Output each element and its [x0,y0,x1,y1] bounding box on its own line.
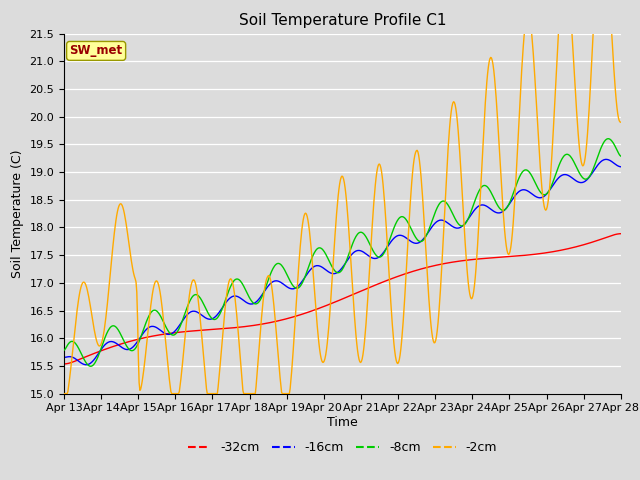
Text: SW_met: SW_met [70,44,123,58]
Y-axis label: Soil Temperature (C): Soil Temperature (C) [11,149,24,278]
Legend: -32cm, -16cm, -8cm, -2cm: -32cm, -16cm, -8cm, -2cm [182,436,502,459]
X-axis label: Time: Time [327,416,358,429]
Title: Soil Temperature Profile C1: Soil Temperature Profile C1 [239,13,446,28]
